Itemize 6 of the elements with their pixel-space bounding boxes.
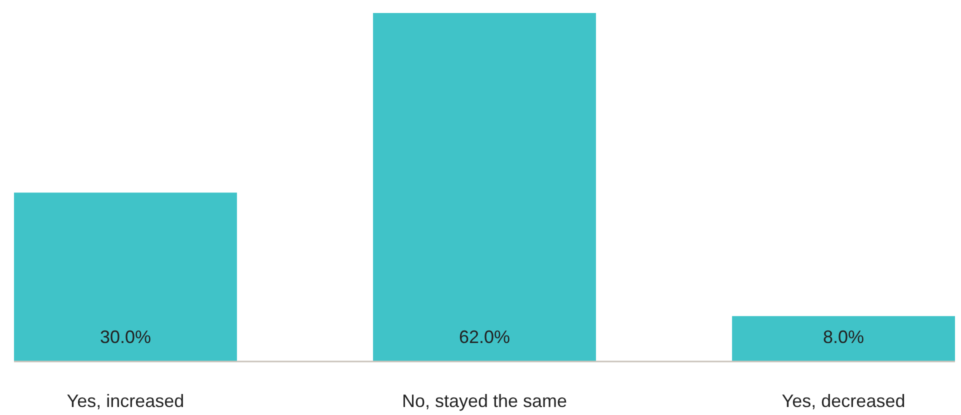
data-label: 8.0% — [823, 327, 864, 347]
data-label: 62.0% — [458, 327, 510, 347]
x-tick-label: No, stayed the same — [402, 391, 568, 411]
data-label: 30.0% — [100, 327, 151, 347]
x-tick-label: Yes, increased — [66, 391, 184, 411]
x-tick-label: Yes, decreased — [782, 391, 906, 411]
